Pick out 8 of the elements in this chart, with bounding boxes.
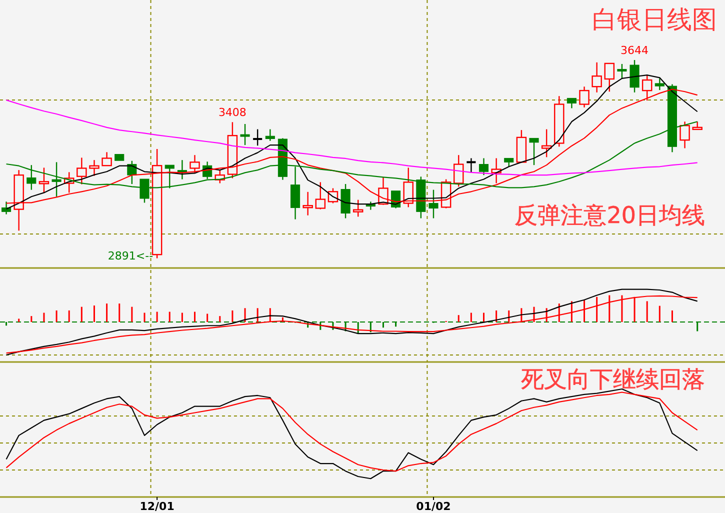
x-tick-label: 12/01 bbox=[140, 500, 174, 513]
x-tick-label: 01/02 bbox=[416, 500, 451, 513]
annotation: 死叉向下继续回落 bbox=[521, 367, 705, 393]
annotation: 3644 bbox=[620, 44, 649, 58]
annotation: 反弹注意20日均线 bbox=[514, 203, 705, 229]
chart-title: 白银日线图 bbox=[592, 5, 717, 34]
annotation: 2891<-- bbox=[108, 249, 154, 262]
annotation: 3408 bbox=[218, 106, 246, 120]
